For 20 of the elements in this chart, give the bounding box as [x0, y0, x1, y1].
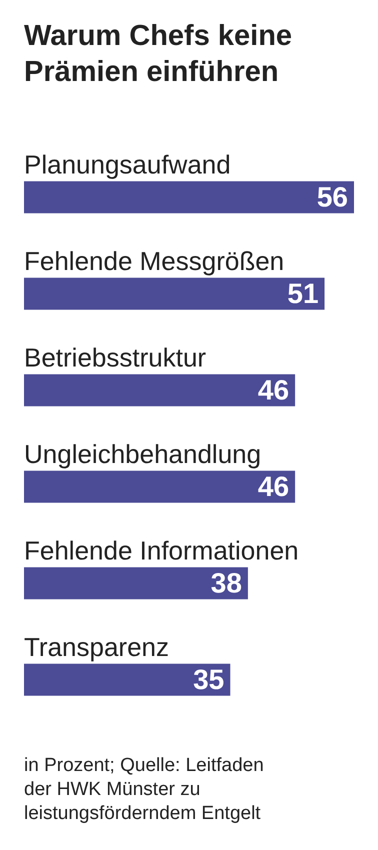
y-tick-label: Fehlende Messgrößen [24, 246, 284, 276]
y-tick-label: Ungleichbehandlung [24, 438, 262, 469]
data-label: 46 [258, 470, 290, 502]
text: in Prozent; Quelle: Leitfaden der HWK Münster zu leistungsförderndem Entgelt [24, 755, 264, 824]
bar [24, 181, 354, 214]
y-tick-label: Transparenz [24, 632, 169, 662]
data-label: 35 [193, 664, 224, 695]
bar [24, 567, 248, 600]
y-tick-label: Planungsaufwand [24, 149, 231, 180]
bar [24, 470, 296, 503]
data-label: 51 [287, 278, 319, 309]
data-label: 56 [316, 181, 348, 212]
chart-title: Warum Chefs keine Prämien einführen [24, 20, 292, 88]
bar [24, 664, 230, 696]
y-tick-label: Fehlende Informationen [24, 535, 299, 566]
data-label: 46 [258, 374, 290, 406]
y-tick-label: Betriebsstruktur [24, 342, 206, 372]
bar [24, 374, 296, 406]
bar [24, 278, 325, 310]
data-label: 38 [210, 567, 242, 598]
